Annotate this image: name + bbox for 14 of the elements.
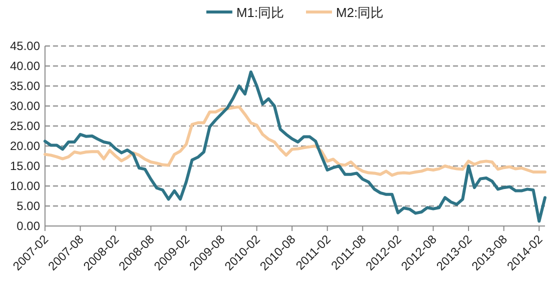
legend-label: M2:同比	[336, 5, 384, 20]
y-tick-label: 45.00	[10, 39, 40, 53]
y-tick-label: 35.00	[10, 79, 40, 93]
y-tick-label: 30.00	[10, 99, 40, 113]
y-tick-label: 20.00	[10, 139, 40, 153]
y-tick-label: 15.00	[10, 159, 40, 173]
y-tick-label: 25.00	[10, 119, 40, 133]
y-tick-label: 5.00	[16, 199, 40, 213]
y-tick-label: 10.00	[10, 179, 40, 193]
y-tick-label: 40.00	[10, 59, 40, 73]
y-tick-label: 0.00	[16, 219, 40, 233]
legend-label: M1:同比	[236, 5, 284, 20]
line-series	[44, 105, 546, 177]
line-series	[44, 70, 546, 223]
